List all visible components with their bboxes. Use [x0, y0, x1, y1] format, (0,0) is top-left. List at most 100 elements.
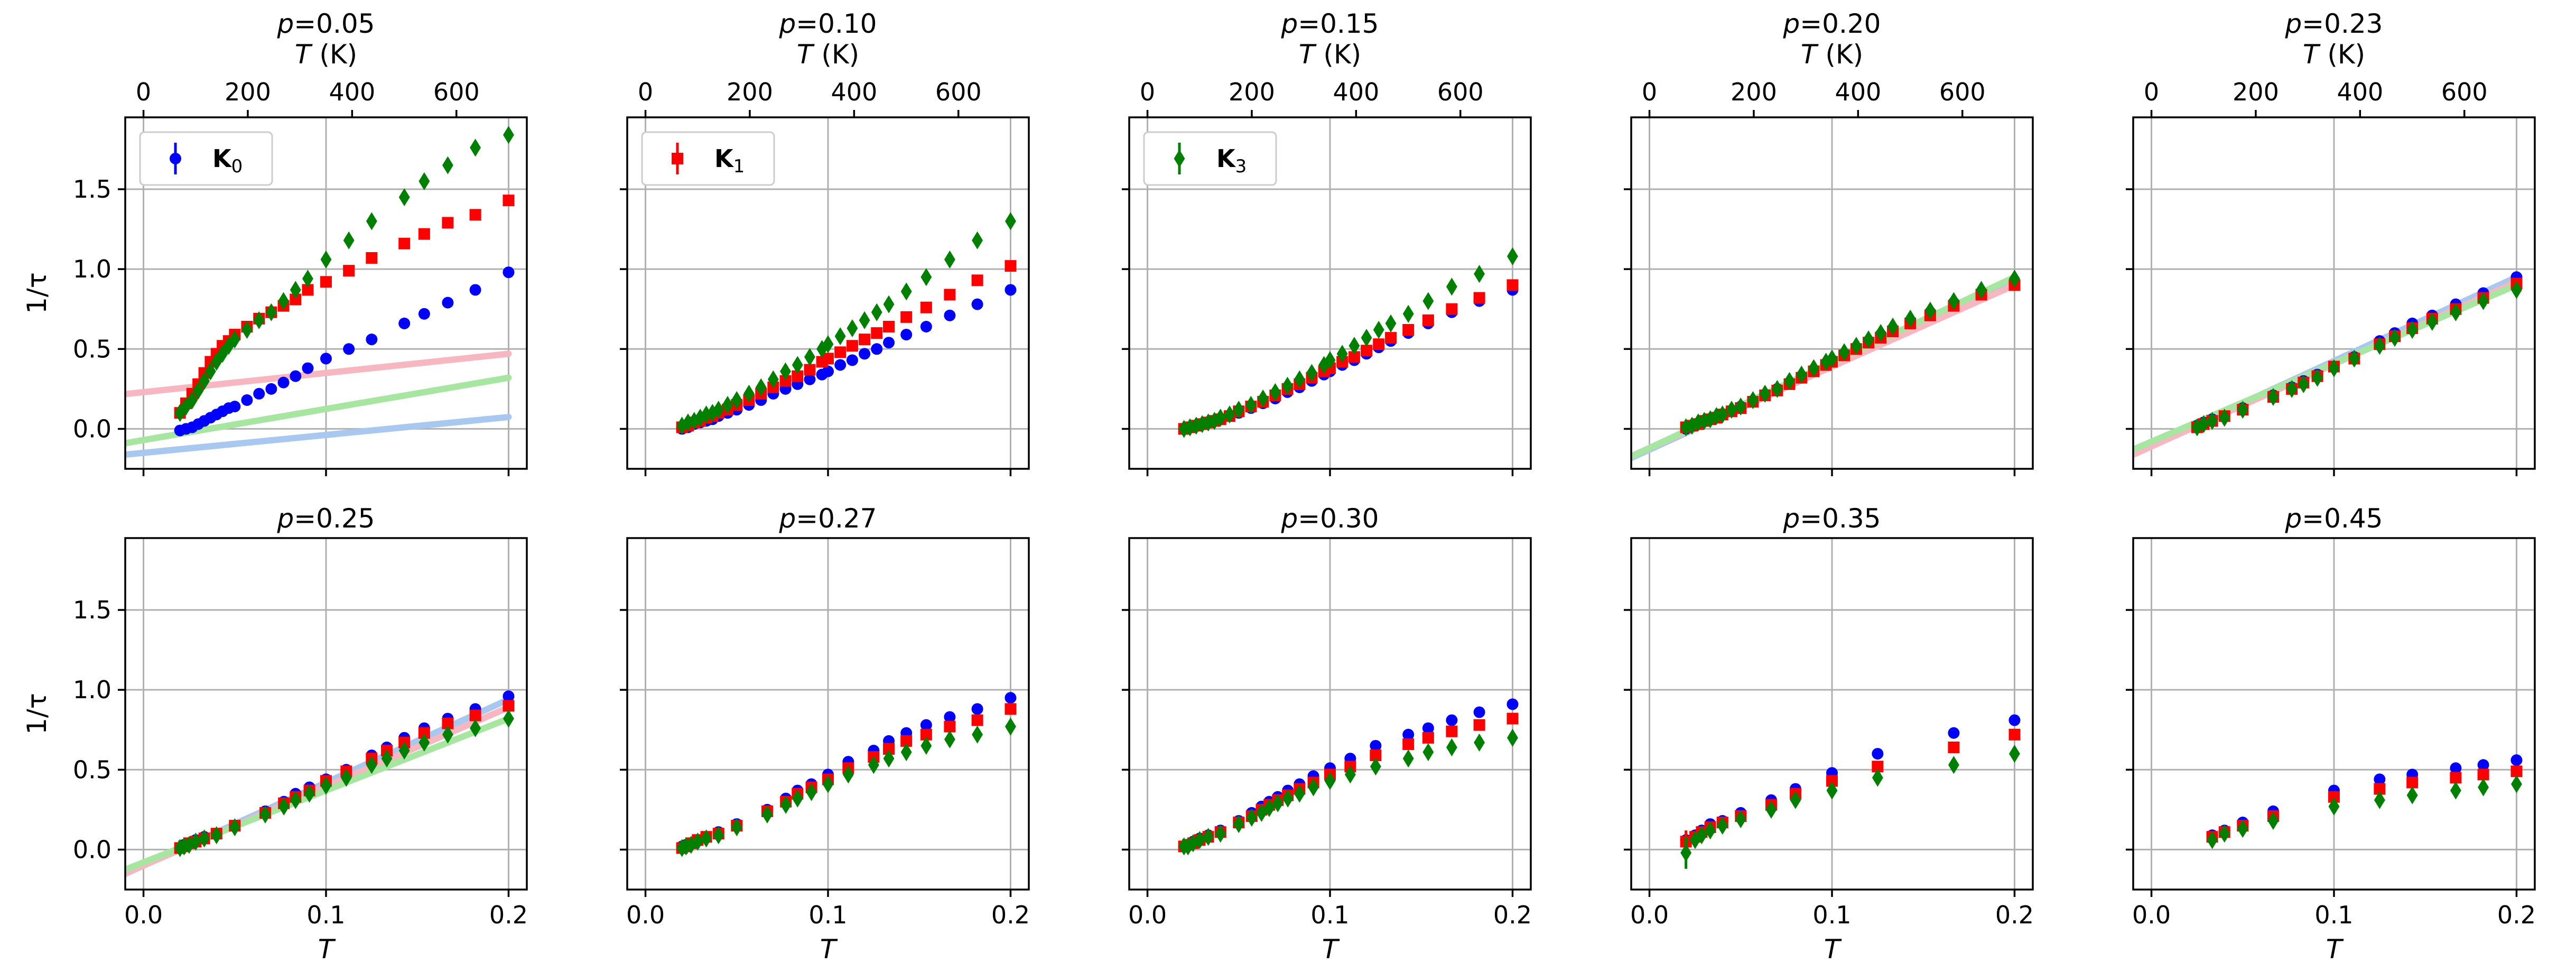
data-point — [1324, 351, 1336, 369]
data-point — [900, 282, 912, 301]
data-point — [1191, 416, 1202, 435]
data-point — [1717, 405, 1728, 424]
top-tick-label: 0 — [1140, 78, 1155, 106]
plot-area — [1680, 714, 2021, 869]
data-point — [290, 281, 301, 299]
data-point — [676, 416, 688, 435]
data-point — [398, 237, 411, 249]
series-K3 — [1680, 270, 2020, 437]
data-point — [2374, 773, 2386, 785]
data-point — [804, 373, 816, 385]
data-point — [1324, 772, 1336, 790]
data-point — [1422, 722, 1434, 734]
y-tick-label: 1.0 — [73, 255, 111, 283]
data-point — [2426, 312, 2438, 331]
panel-title: p=0.25 — [277, 503, 375, 534]
panel-title-value: =0.23 — [2302, 8, 2383, 39]
panel-title-var: p — [1783, 503, 1800, 534]
data-point — [2008, 728, 2021, 740]
data-point — [211, 826, 222, 845]
series-K3 — [174, 126, 514, 422]
data-point — [418, 727, 430, 739]
data-point — [2328, 359, 2340, 377]
data-point — [1948, 756, 1959, 774]
data-point — [229, 818, 240, 837]
data-point — [1005, 260, 1017, 272]
data-point — [871, 303, 882, 321]
data-point — [1233, 815, 1244, 834]
y-tick-label: 0.5 — [73, 755, 111, 784]
data-point — [822, 335, 834, 354]
data-point — [320, 250, 332, 269]
data-point — [340, 769, 352, 787]
data-point — [1245, 396, 1257, 414]
data-point — [1294, 784, 1305, 803]
data-point — [1904, 309, 1916, 328]
data-point — [418, 228, 430, 240]
data-point — [2406, 320, 2418, 339]
plot-area — [1178, 698, 1519, 856]
x-axis-label: T — [2326, 934, 2344, 965]
data-point — [1215, 409, 1226, 427]
data-point — [1948, 727, 1960, 739]
data-point — [2267, 387, 2279, 406]
panel-title-var: p — [1783, 8, 1800, 39]
data-point — [1005, 284, 1017, 296]
data-point — [2009, 745, 2020, 763]
data-point — [2328, 797, 2340, 816]
data-point — [1246, 808, 1258, 827]
data-point — [1402, 324, 1415, 336]
data-point — [343, 265, 355, 277]
data-point — [223, 337, 235, 355]
data-point — [743, 384, 755, 403]
data-point — [1446, 303, 1458, 315]
data-point — [2009, 270, 2020, 288]
legend: K1 — [641, 131, 775, 186]
top-tick-label: 0 — [1642, 78, 1657, 106]
data-point — [503, 195, 515, 207]
data-point — [1203, 828, 1214, 846]
data-point — [1224, 405, 1235, 424]
fit-line-K1 — [125, 350, 512, 397]
top-tick-label: 600 — [2441, 78, 2488, 106]
data-point — [302, 270, 313, 288]
data-point — [1446, 725, 1458, 737]
data-point — [761, 805, 773, 823]
data-point — [1373, 338, 1385, 350]
x-tick-label: 0.2 — [991, 901, 1030, 929]
panel-9: 0.0 0.1 0.2 Tp=0.35 — [1624, 503, 2034, 965]
panel-title: p=0.05 — [277, 8, 375, 39]
data-point — [2374, 791, 2385, 809]
data-point — [320, 276, 332, 288]
data-point — [722, 396, 733, 414]
top-axis-label-var: T — [797, 39, 815, 70]
legend: K3 — [1143, 131, 1277, 186]
series-K0 — [1680, 714, 2021, 847]
data-point — [806, 783, 817, 801]
data-point — [1005, 703, 1017, 715]
data-point — [1872, 748, 1884, 760]
panel-title-var: p — [2285, 8, 2302, 39]
data-point — [1402, 728, 1415, 740]
data-point — [1826, 775, 1838, 787]
plot-area — [2133, 271, 2523, 458]
panel-title: p=0.23 — [2285, 8, 2383, 39]
data-point — [320, 353, 332, 365]
y-tick-label: 0.5 — [73, 335, 111, 363]
panel-title-var: p — [779, 503, 796, 534]
data-point — [871, 327, 883, 339]
data-point — [920, 320, 932, 332]
data-point — [685, 836, 697, 854]
panel-title: p=0.10 — [779, 8, 877, 39]
data-point — [1473, 706, 1485, 718]
data-point — [944, 720, 956, 733]
series-K1 — [2206, 765, 2523, 843]
x-tick-label: 0.2 — [489, 901, 528, 929]
top-tick-label: 200 — [727, 78, 773, 106]
data-point — [2207, 412, 2218, 430]
data-point — [944, 289, 956, 301]
data-point — [944, 730, 955, 748]
plot-area — [125, 126, 515, 458]
data-point — [859, 311, 870, 329]
data-point — [1863, 330, 1874, 349]
